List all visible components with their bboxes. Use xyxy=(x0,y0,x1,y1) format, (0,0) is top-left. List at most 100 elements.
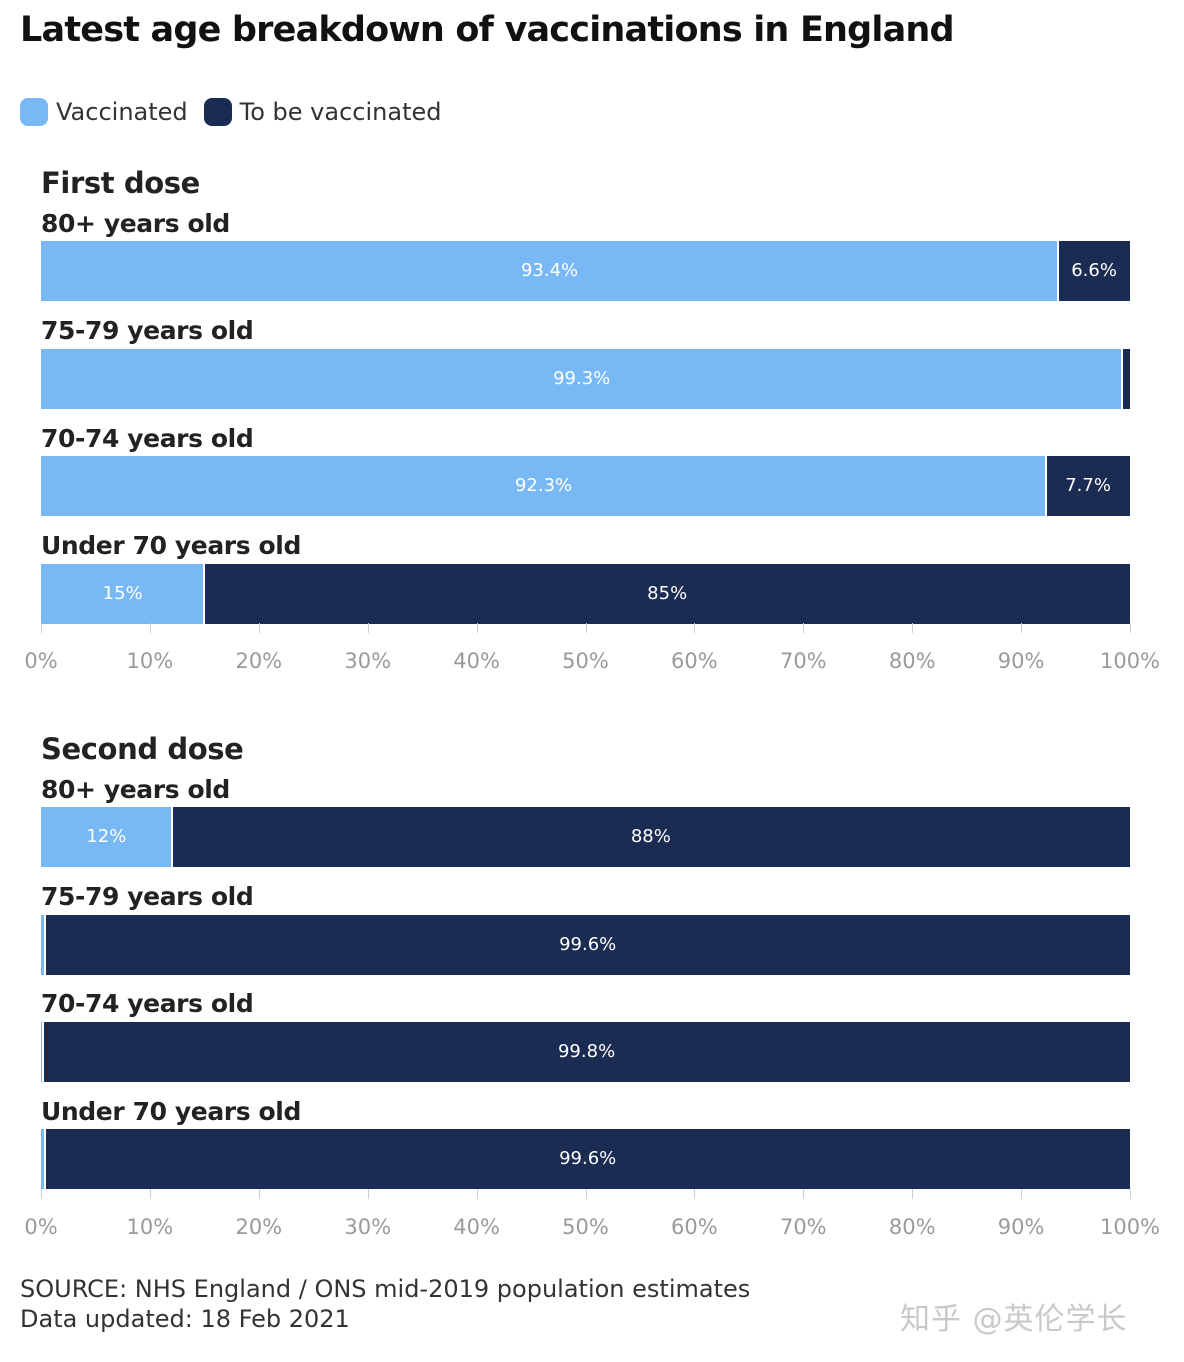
bar-segment-to-be-vaccinated xyxy=(46,915,1130,975)
axis-tick-label: 40% xyxy=(453,1215,500,1239)
watermark: 知乎 @英伦学长 xyxy=(900,1302,1128,1337)
category-label-70-74-years-old: 70-74 years old xyxy=(41,424,254,453)
bar-segment-vaccinated xyxy=(41,349,1122,409)
axis-tick-label: 40% xyxy=(453,649,500,673)
data-label: 99.8% xyxy=(557,1041,616,1062)
panel-title: First dose xyxy=(41,166,200,200)
bar-row-under-70-years-old: 15% 85% xyxy=(41,564,1130,624)
axis-tick-mark xyxy=(41,623,42,633)
axis-tick-mark xyxy=(585,623,587,633)
bar-segment-vaccinated xyxy=(41,456,1046,516)
legend: Vaccinated To be vaccinated xyxy=(20,95,457,129)
axis-tick-mark xyxy=(41,1189,42,1199)
bar-segment-vaccinated xyxy=(41,1129,45,1189)
category-label-80-years-old: 80+ years old xyxy=(41,775,230,804)
chart-title: Latest age breakdown of vaccinations in … xyxy=(20,10,955,50)
axis-tick-label: 20% xyxy=(235,1215,283,1239)
axis-tick-label: 10% xyxy=(126,1215,174,1239)
legend-label-to-be-vaccinated: To be vaccinated xyxy=(239,98,442,126)
bar-row-75-79-years-old: 99.6% xyxy=(41,915,1130,975)
axis-tick-label: 100% xyxy=(1099,1215,1161,1239)
data-label: 99.6% xyxy=(559,1148,617,1169)
bar-row-80-years-old: 93.4% 6.6% xyxy=(41,241,1130,301)
bar-row-70-74-years-old: 92.3% 7.7% xyxy=(41,456,1130,516)
category-label-under-70-years-old: Under 70 years old xyxy=(41,1097,301,1126)
axis-tick-label: 70% xyxy=(779,1215,827,1239)
axis-tick-label: 30% xyxy=(344,1215,392,1239)
bar-segment-to-be-vaccinated xyxy=(1059,241,1130,301)
legend-swatch-to-be-vaccinated xyxy=(203,98,232,126)
axis-tick-label: 30% xyxy=(344,649,392,673)
axis-tick-mark xyxy=(367,1189,369,1199)
updated-note: Data updated: 18 Feb 2021 xyxy=(20,1305,350,1333)
axis-tick-label: 60% xyxy=(671,1215,718,1239)
axis-tick-label: 50% xyxy=(562,649,609,673)
axis-tick-label: 20% xyxy=(235,649,283,673)
data-label: 85% xyxy=(647,583,688,604)
data-label: 93.4% xyxy=(520,260,579,281)
category-label-80-years-old: 80+ years old xyxy=(41,209,230,238)
bar-segment-vaccinated xyxy=(41,807,171,867)
bar-row-70-74-years-old: 99.8% xyxy=(41,1022,1130,1082)
bar-segment-to-be-vaccinated xyxy=(1123,349,1130,409)
data-label: 6.6% xyxy=(1071,260,1117,281)
axis-tick-mark xyxy=(694,1189,696,1199)
axis-tick-label: 100% xyxy=(1099,649,1161,673)
axis-tick-label: 0% xyxy=(24,1215,58,1239)
bar-segment-vaccinated xyxy=(41,241,1058,301)
category-label-75-79-years-old: 75-79 years old xyxy=(41,882,254,911)
data-label: 99.6% xyxy=(559,934,617,955)
bar-row-80-years-old: 12% 88% xyxy=(41,807,1130,867)
data-label: 92.3% xyxy=(514,475,573,496)
axis-tick-mark xyxy=(912,623,914,633)
legend-item-vaccinated: Vaccinated xyxy=(20,98,188,126)
category-label-75-79-years-old: 75-79 years old xyxy=(41,316,254,345)
axis-tick-label: 70% xyxy=(779,649,827,673)
axis-tick-mark xyxy=(1021,1189,1023,1199)
axis-tick-mark xyxy=(476,623,478,633)
axis-tick-mark xyxy=(694,623,696,633)
bar-segment-vaccinated xyxy=(41,1022,43,1082)
legend-swatch-vaccinated xyxy=(20,98,48,126)
axis-tick-mark xyxy=(803,623,805,633)
legend-label-vaccinated: Vaccinated xyxy=(56,98,188,126)
axis-tick-mark xyxy=(367,623,369,633)
bar-segment-to-be-vaccinated xyxy=(205,564,1130,624)
legend-item-to-be-vaccinated: To be vaccinated xyxy=(203,98,442,126)
panel-title: Second dose xyxy=(41,732,244,766)
axis-tick-mark xyxy=(912,1189,914,1199)
axis-tick-mark xyxy=(585,1189,587,1199)
bar-segment-to-be-vaccinated xyxy=(46,1129,1130,1189)
bar-segment-vaccinated xyxy=(41,564,204,624)
axis-tick-label: 90% xyxy=(997,1215,1045,1239)
bar-row-under-70-years-old: 99.6% xyxy=(41,1129,1130,1189)
axis-tick-mark xyxy=(258,623,260,633)
data-label: 7.7% xyxy=(1065,475,1111,496)
axis-tick-mark xyxy=(149,623,151,633)
axis-tick-label: 80% xyxy=(888,649,936,673)
category-label-70-74-years-old: 70-74 years old xyxy=(41,989,254,1018)
axis-tick-label: 0% xyxy=(24,649,58,673)
axis-tick-label: 60% xyxy=(671,649,718,673)
data-label: 99.3% xyxy=(553,368,611,389)
bar-segment-vaccinated xyxy=(41,915,45,975)
axis-tick-mark xyxy=(803,1189,805,1199)
data-label: 15% xyxy=(102,583,143,604)
category-label-under-70-years-old: Under 70 years old xyxy=(41,531,301,560)
axis-tick-label: 50% xyxy=(562,1215,609,1239)
axis-tick-mark xyxy=(1130,623,1131,633)
source-note: SOURCE: NHS England / ONS mid-2019 popul… xyxy=(20,1275,751,1303)
axis-tick-mark xyxy=(149,1189,151,1199)
axis-tick-label: 80% xyxy=(888,1215,936,1239)
bar-segment-to-be-vaccinated xyxy=(1047,456,1130,516)
axis-tick-mark xyxy=(258,1189,260,1199)
bar-row-75-79-years-old: 99.3% xyxy=(41,349,1130,409)
data-label: 88% xyxy=(630,826,671,847)
axis-tick-mark xyxy=(476,1189,478,1199)
data-label: 12% xyxy=(86,826,127,847)
axis-tick-mark xyxy=(1130,1189,1131,1199)
bar-segment-to-be-vaccinated xyxy=(172,807,1130,867)
axis-tick-mark xyxy=(1021,623,1023,633)
axis-tick-label: 90% xyxy=(997,649,1045,673)
bar-segment-to-be-vaccinated xyxy=(44,1022,1130,1082)
